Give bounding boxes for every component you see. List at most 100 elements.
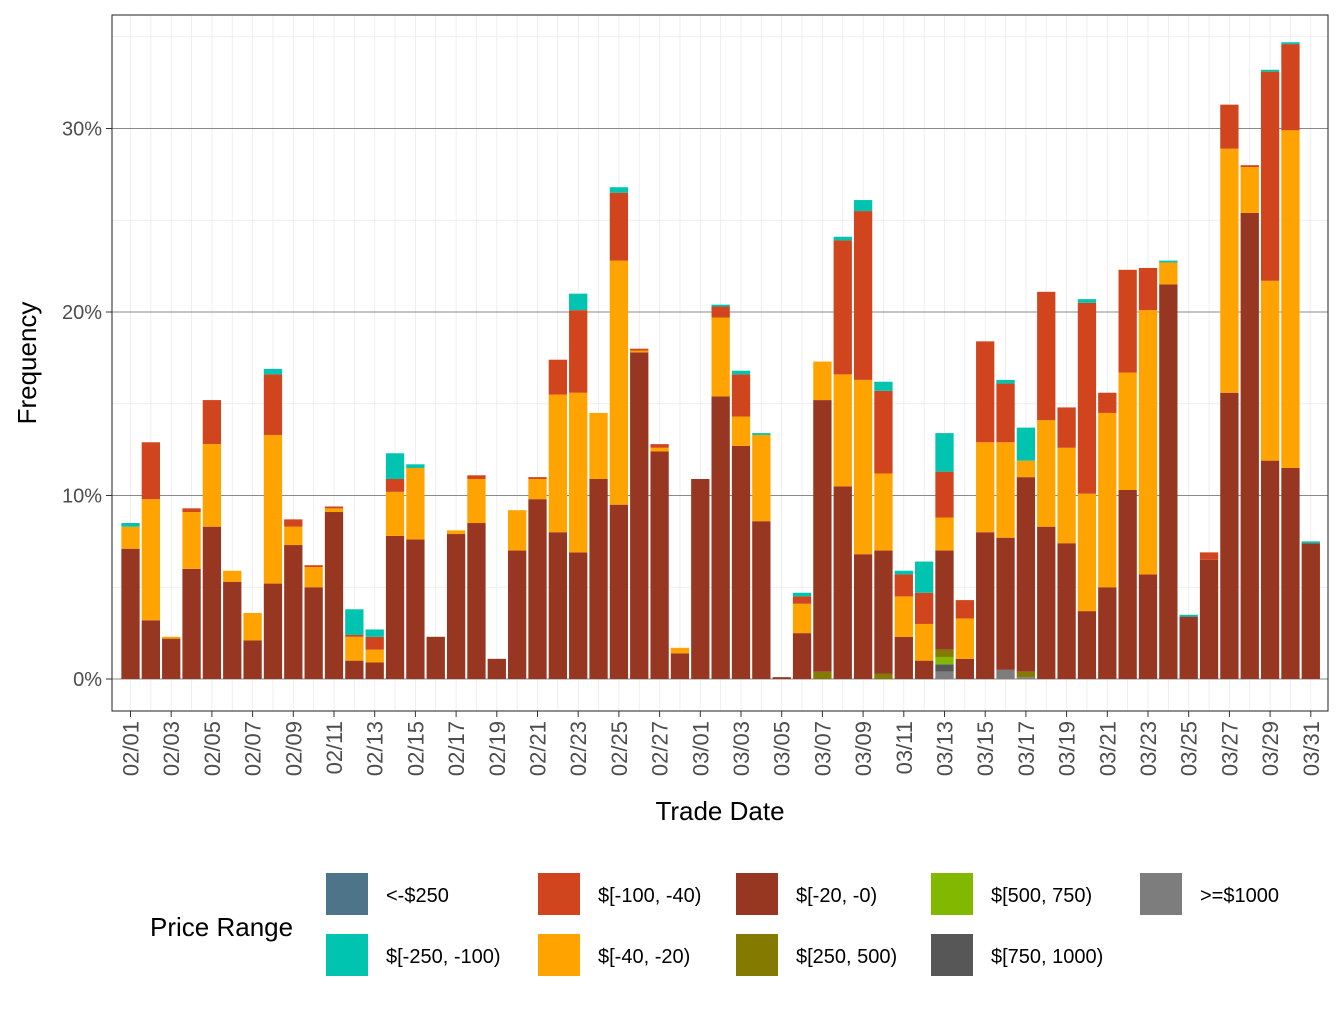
bar-segment bbox=[731, 374, 751, 417]
x-tick-label: 03/13 bbox=[933, 721, 958, 776]
bar-segment bbox=[1281, 467, 1300, 679]
x-axis: 02/01 02/03 02/05 02/07 02/09 02/11 02/13 02/15… bbox=[119, 711, 1324, 776]
bar-segment bbox=[1077, 611, 1097, 679]
bar-segment bbox=[996, 442, 1015, 538]
bar-segment bbox=[874, 673, 893, 679]
bar-segment bbox=[365, 662, 384, 679]
bar-segment bbox=[365, 636, 384, 650]
legend-key bbox=[326, 934, 368, 976]
legend-title: Price Range bbox=[150, 912, 293, 942]
bar-segment bbox=[1077, 299, 1097, 303]
x-tick-label: 03/23 bbox=[1136, 721, 1161, 776]
bar-segment bbox=[630, 350, 649, 353]
bar-segment bbox=[915, 561, 934, 593]
bar-segment bbox=[223, 570, 242, 582]
bar-segment bbox=[263, 368, 283, 375]
bar-segment bbox=[853, 200, 873, 212]
x-tick-label: 03/27 bbox=[1217, 721, 1242, 776]
x-tick-label: 02/15 bbox=[403, 721, 428, 776]
bar-segment bbox=[1220, 392, 1239, 679]
bar-segment bbox=[935, 649, 954, 657]
bar-segment bbox=[1281, 44, 1300, 131]
legend-key bbox=[931, 934, 973, 976]
bar-segment bbox=[243, 612, 262, 641]
bar-segment bbox=[833, 236, 852, 241]
bar-segment bbox=[569, 293, 588, 311]
bar-segment bbox=[853, 379, 873, 555]
bar-segment bbox=[1260, 460, 1280, 679]
bar-segment bbox=[1159, 284, 1178, 679]
bar-segment bbox=[792, 603, 812, 634]
legend-label: $[750, 1000) bbox=[991, 946, 1103, 968]
bar-segment bbox=[935, 656, 954, 665]
x-tick-label: 03/09 bbox=[851, 721, 876, 776]
y-tick-label: 10% bbox=[62, 486, 102, 508]
legend-label: $[-250, -100) bbox=[386, 946, 501, 968]
bar-segment bbox=[1138, 574, 1158, 679]
bar-segment bbox=[446, 534, 466, 679]
bar-segment bbox=[609, 187, 629, 193]
bar-segment bbox=[935, 550, 954, 650]
bar-segment bbox=[324, 508, 344, 513]
bar-segment bbox=[1118, 490, 1137, 679]
x-tick-label: 03/07 bbox=[810, 721, 835, 776]
bar-segment bbox=[772, 677, 791, 679]
bar-segment bbox=[182, 568, 201, 679]
bar-segment bbox=[304, 587, 323, 679]
bar-segment bbox=[894, 570, 913, 575]
bar-segment bbox=[935, 517, 954, 551]
bar-segment bbox=[182, 512, 201, 569]
bar-segment bbox=[569, 392, 588, 553]
bar-segment bbox=[467, 478, 486, 524]
bar-segment bbox=[1281, 130, 1300, 468]
bar-segment bbox=[202, 400, 222, 445]
bar-segment bbox=[1159, 262, 1178, 285]
bar-segment bbox=[121, 548, 140, 679]
bar-segment bbox=[609, 504, 629, 679]
bar-segment bbox=[833, 240, 852, 375]
bar-segment bbox=[1260, 280, 1280, 461]
bar-segment bbox=[1016, 677, 1036, 679]
bar-segment bbox=[243, 640, 262, 679]
bar-segment bbox=[996, 383, 1015, 443]
bar-segment bbox=[426, 636, 445, 679]
bar-segment bbox=[935, 671, 954, 679]
bar-segment bbox=[1016, 477, 1036, 672]
bar-segment bbox=[976, 442, 995, 533]
bar-segment bbox=[1016, 671, 1036, 678]
bar-segment bbox=[853, 211, 873, 380]
y-tick-label: 30% bbox=[62, 119, 102, 141]
bar-segment bbox=[976, 341, 995, 443]
legend-key bbox=[538, 934, 580, 976]
bar-segment bbox=[1077, 302, 1097, 494]
x-tick-label: 02/19 bbox=[485, 721, 510, 776]
bar-segment bbox=[853, 554, 873, 679]
x-tick-label: 03/25 bbox=[1177, 721, 1202, 776]
bar-segment bbox=[915, 660, 934, 679]
x-tick-label: 03/01 bbox=[688, 721, 713, 776]
bar-segment bbox=[1220, 104, 1239, 149]
bar-segment bbox=[915, 623, 934, 661]
x-tick-label: 03/17 bbox=[1014, 721, 1039, 776]
x-tick-label: 02/25 bbox=[607, 721, 632, 776]
bar-segment bbox=[304, 565, 323, 568]
bar-segment bbox=[263, 434, 283, 584]
x-tick-label: 02/07 bbox=[241, 721, 266, 776]
bar-segment bbox=[141, 499, 160, 621]
bar-segment bbox=[202, 444, 222, 527]
bar-segment bbox=[955, 658, 974, 679]
bar-segment bbox=[1199, 552, 1219, 560]
bar-segment bbox=[467, 523, 486, 679]
bar-segment bbox=[711, 304, 730, 307]
bar-segment bbox=[569, 310, 588, 393]
bar-segment bbox=[1037, 420, 1056, 527]
bar-segment bbox=[609, 192, 629, 261]
bar-segment bbox=[1016, 460, 1036, 478]
bar-segment bbox=[1240, 212, 1259, 679]
x-tick-label: 03/29 bbox=[1258, 721, 1283, 776]
bar-segment bbox=[1240, 165, 1259, 168]
bar-segment bbox=[263, 374, 283, 435]
bar-segment bbox=[1301, 541, 1320, 544]
x-tick-label: 02/27 bbox=[648, 721, 673, 776]
